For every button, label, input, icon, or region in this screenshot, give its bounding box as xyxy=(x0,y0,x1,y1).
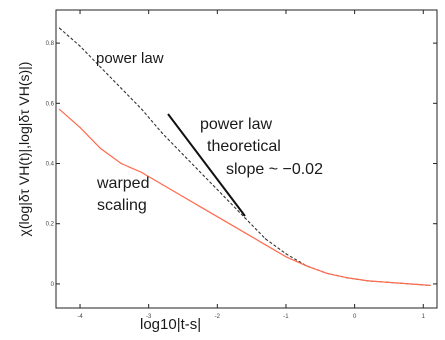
x-tick-label: -2 xyxy=(215,314,221,320)
y-tick-label: 0 xyxy=(51,282,55,288)
series-point xyxy=(326,272,328,274)
y-tick-label: 0.8 xyxy=(46,41,55,47)
series-point xyxy=(223,196,225,198)
series-point xyxy=(202,174,205,177)
series-point xyxy=(120,87,122,89)
series-point xyxy=(408,283,411,285)
series-point xyxy=(388,281,390,284)
theoretical-slope-line xyxy=(167,113,246,217)
series-point xyxy=(161,132,164,135)
x-tick-label: 0 xyxy=(353,314,357,320)
series-point xyxy=(202,208,205,210)
series-point xyxy=(58,27,61,29)
y-tick-label: 0.2 xyxy=(46,222,55,228)
series-point xyxy=(100,147,102,150)
warped-label: warped xyxy=(97,175,150,192)
series-point xyxy=(58,108,61,110)
y-axis-label: χ(log|δτ VH(t)|,log|δτ VH(s)|) xyxy=(16,61,32,237)
series-point xyxy=(223,220,225,222)
series-point xyxy=(285,256,287,258)
series-point xyxy=(141,108,143,110)
y-tick-label: 0.4 xyxy=(46,162,55,168)
series-point xyxy=(429,284,431,287)
series-point xyxy=(182,153,184,156)
scaling-label: scaling xyxy=(97,197,147,214)
series-point xyxy=(79,126,81,128)
y-tick-label: 0.6 xyxy=(46,101,55,107)
series-point xyxy=(79,45,81,47)
series-point xyxy=(244,232,246,234)
series-point xyxy=(244,217,246,219)
series-point xyxy=(285,253,287,255)
series-point xyxy=(182,196,184,198)
series-point xyxy=(100,66,102,68)
series-point xyxy=(347,277,349,279)
series-point xyxy=(367,280,369,282)
power-law-series-label: power law xyxy=(96,50,164,67)
x-tick-label: -1 xyxy=(283,314,289,320)
series-point xyxy=(264,238,266,240)
series-point xyxy=(264,244,266,246)
plot-frame xyxy=(55,9,438,309)
series-layer xyxy=(58,27,431,287)
series-point xyxy=(120,162,122,165)
axis-ticks: -4 -3 -2 -1 0 1 0 0.2 0.4 0.6 0.8 xyxy=(46,10,437,320)
theoretical-label: theoretical xyxy=(207,138,281,155)
x-tick-label: -4 xyxy=(77,314,83,320)
slope-label: slope ~ −0.02 xyxy=(226,161,323,178)
x-tick-label: -3 xyxy=(146,314,152,320)
x-tick-label: 1 xyxy=(422,314,426,320)
series-point xyxy=(305,265,308,267)
series-point xyxy=(141,171,143,174)
power-law-theory-label: power law xyxy=(200,116,273,133)
series-point xyxy=(161,183,164,186)
x-axis-label: log10|t-s| xyxy=(140,316,202,333)
